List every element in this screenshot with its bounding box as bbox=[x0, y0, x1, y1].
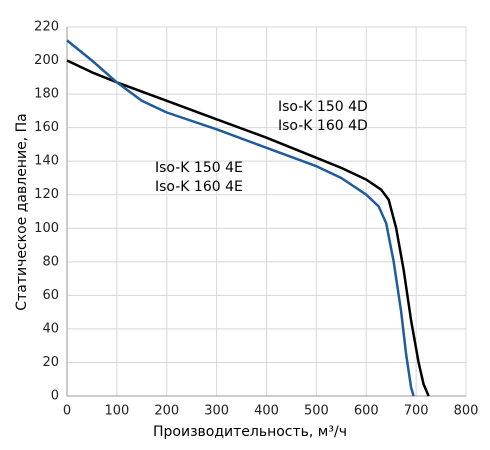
y-tick-label: 20 bbox=[42, 355, 59, 370]
x-tick-label: 400 bbox=[254, 404, 279, 419]
series-label: Iso-K 160 4E bbox=[155, 179, 243, 195]
series-line bbox=[66, 59, 430, 397]
y-tick-label: 80 bbox=[42, 254, 59, 269]
series-label: Iso-K 150 4D bbox=[278, 99, 368, 115]
x-tick-label: 700 bbox=[404, 404, 429, 419]
y-tick-label: 40 bbox=[42, 321, 59, 336]
y-tick-label: 140 bbox=[34, 154, 59, 169]
y-tick-label: 60 bbox=[42, 288, 59, 303]
series-line bbox=[66, 39, 415, 397]
y-tick-label: 220 bbox=[34, 20, 59, 35]
series-label: Iso-K 160 4D bbox=[278, 118, 368, 134]
x-tick-label: 200 bbox=[154, 404, 179, 419]
y-tick-label: 160 bbox=[34, 120, 59, 135]
x-tick-label: 100 bbox=[104, 404, 129, 419]
y-tick-label: 200 bbox=[34, 53, 59, 68]
x-axis-label: Производительность, м³/ч bbox=[153, 424, 347, 440]
x-tick-label: 300 bbox=[204, 404, 229, 419]
y-tick-label: 0 bbox=[51, 389, 59, 404]
x-tick-label: 500 bbox=[304, 404, 329, 419]
y-tick-label: 100 bbox=[34, 221, 59, 236]
y-tick-label: 120 bbox=[34, 187, 59, 202]
x-tick-label: 600 bbox=[354, 404, 379, 419]
y-axis-label: Статическое давление, Па bbox=[14, 113, 30, 310]
series-label: Iso-K 150 4E bbox=[155, 160, 243, 176]
x-tick-label: 0 bbox=[63, 404, 71, 419]
x-tick-label: 800 bbox=[454, 404, 479, 419]
y-tick-label: 180 bbox=[34, 87, 59, 102]
